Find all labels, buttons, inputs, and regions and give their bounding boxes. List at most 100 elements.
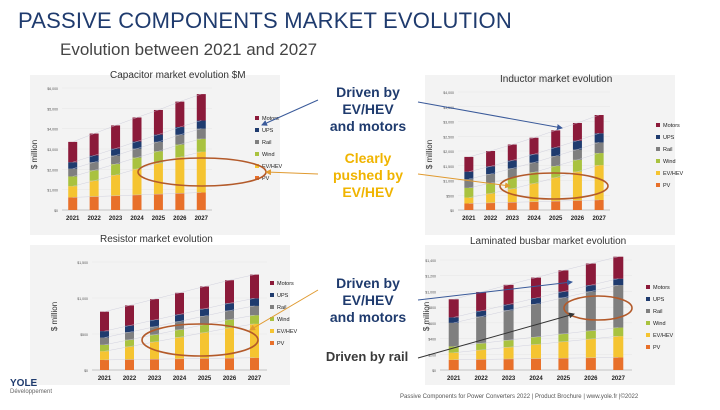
capacitor-chart-title: Capacitor market evolution $M [110,70,246,81]
capacitor-bar-2022-wind [89,170,99,181]
busbar-bar-2022-ups [476,310,487,317]
capacitor-legend-wind: Wind [262,152,275,158]
busbar-bar-2024-ups [531,298,541,304]
inductor-bar-2026-ups [572,140,582,150]
resistor-bar-2021-motors [100,311,109,332]
busbar-trend-5 [453,256,619,300]
resistor-xtick-2025: 2025 [198,376,212,382]
capacitor-bar-2024-evhev [132,168,142,195]
capacitor-bar-2024-rail [132,148,142,158]
capacitor-xtick-2021: 2021 [66,216,80,222]
resistor-bar-2027-motors [250,274,259,299]
inductor-bar-2022-ups [486,166,496,175]
resistor-legend-swatch-ups [270,293,274,297]
inductor-chart-title: Inductor market evolution [500,74,613,85]
capacitor-ytick-1: $1,000 [47,189,58,193]
busbar-bar-2026-motors [585,263,596,286]
resistor-bar-2026-rail [225,310,234,320]
busbar-xtick-2022: 2022 [474,376,488,382]
capacitor-bar-2022-ups [89,155,99,163]
resistor-bar-2024-pv [175,358,184,370]
capacitor-ytick-3: $3,000 [47,148,58,152]
arrow-rail [417,312,575,359]
capacitor-xtick-2024: 2024 [130,216,144,222]
capacitor-ytick-6: $6,000 [47,87,58,91]
busbar-bar-2027-pv [613,357,624,370]
yole-logo: YOLE Développement [10,378,52,395]
inductor-ytick-2: $1,000 [443,180,454,184]
inductor-trend-3 [468,142,600,180]
inductor-bar-2023-pv [507,202,517,210]
busbar-xtick-2026: 2026 [584,376,598,382]
capacitor-bar-2023-pv [111,195,121,210]
inductor-bar-2026-rail [572,149,582,160]
inductor-bar-2022-rail [486,174,496,184]
capacitor-trend-3 [72,128,202,169]
callout-rail: Driven by rail [325,349,409,364]
busbar-ytick-2: $400 [428,338,436,342]
inductor-bar-2024-pv [529,201,539,210]
inductor-bar-2027-pv [594,199,604,210]
inductor-bar-2023-rail [507,168,517,178]
inductor-legend-swatch-wind [656,159,660,163]
resistor-bar-2024-evhev [175,337,184,359]
inductor-ytick-4: $2,000 [443,150,454,154]
busbar-legend-motors: Motors [653,285,670,291]
capacitor-legend-swatch-motors [255,116,259,120]
callout-middle-line1: Clearly [344,150,392,166]
page-subtitle: Evolution between 2021 and 2027 [60,40,318,59]
busbar-bar-2024-motors [531,277,541,299]
busbar-ytick-1: $200 [428,353,436,357]
resistor-trend-3 [104,305,255,338]
capacitor-bar-2023-rail [111,155,121,165]
busbar-trend-1 [453,336,619,353]
capacitor-legend-swatch-evhev [255,164,259,168]
resistor-panel [30,245,290,385]
resistor-legend-pv: PV [277,341,285,347]
logo-name: YOLE [10,378,38,389]
inductor-legend-pv: PV [663,183,671,189]
inductor-xtick-2025: 2025 [549,216,563,222]
inductor-ytick-0: $0 [450,209,454,213]
capacitor-bar-2021-ups [68,162,78,169]
inductor-xtick-2021: 2021 [462,216,476,222]
resistor-legend-swatch-evhev [270,329,274,333]
capacitor-xtick-2027: 2027 [195,216,209,222]
busbar-rail-ellipse [563,295,633,321]
busbar-bar-2027-rail [613,285,624,328]
capacitor-bar-2022-pv [89,196,99,210]
resistor-bar-2022-wind [125,339,134,347]
resistor-trend-5 [104,274,255,312]
inductor-bar-2025-pv [551,201,561,210]
inductor-bar-2027-evhev [594,165,604,200]
busbar-legend-ups: UPS [653,297,665,303]
busbar-ytick-4: $800 [428,306,436,310]
inductor-bar-2024-ups [529,154,539,163]
resistor-xtick-2024: 2024 [173,376,187,382]
resistor-bar-2025-evhev [200,332,209,359]
resistor-bar-2026-pv [225,358,234,370]
resistor-bar-2024-ups [175,314,184,322]
inductor-ytick-6: $3,000 [443,121,454,125]
resistor-bar-2027-wind [250,315,259,324]
inductor-legend-swatch-pv [656,183,660,187]
inductor-bar-2022-evhev [486,193,496,203]
capacitor-bar-2025-ups [153,134,163,142]
capacitor-bar-2021-rail [68,168,78,177]
capacitor-ytick-4: $4,000 [47,128,58,132]
capacitor-ytick-0: $0 [54,209,58,213]
capacitor-bar-2027-rail [196,128,206,139]
busbar-panel [425,245,675,385]
busbar-bar-2023-evhev [503,347,514,359]
busbar-legend-swatch-rail [646,309,650,313]
capacitor-bar-2025-evhev [153,163,163,195]
busbar-bar-2021-wind [448,346,459,353]
inductor-bar-2023-wind [507,177,517,189]
inductor-xtick-2027: 2027 [592,216,606,222]
callout-middle-line2: pushed by [332,167,403,183]
inductor-bar-2021-wind [464,187,474,198]
busbar-bar-2025-pv [558,358,569,370]
resistor-bar-2025-wind [200,324,209,333]
capacitor-legend-swatch-rail [255,140,259,144]
resistor-chart-title: Resistor market evolution [100,234,213,245]
